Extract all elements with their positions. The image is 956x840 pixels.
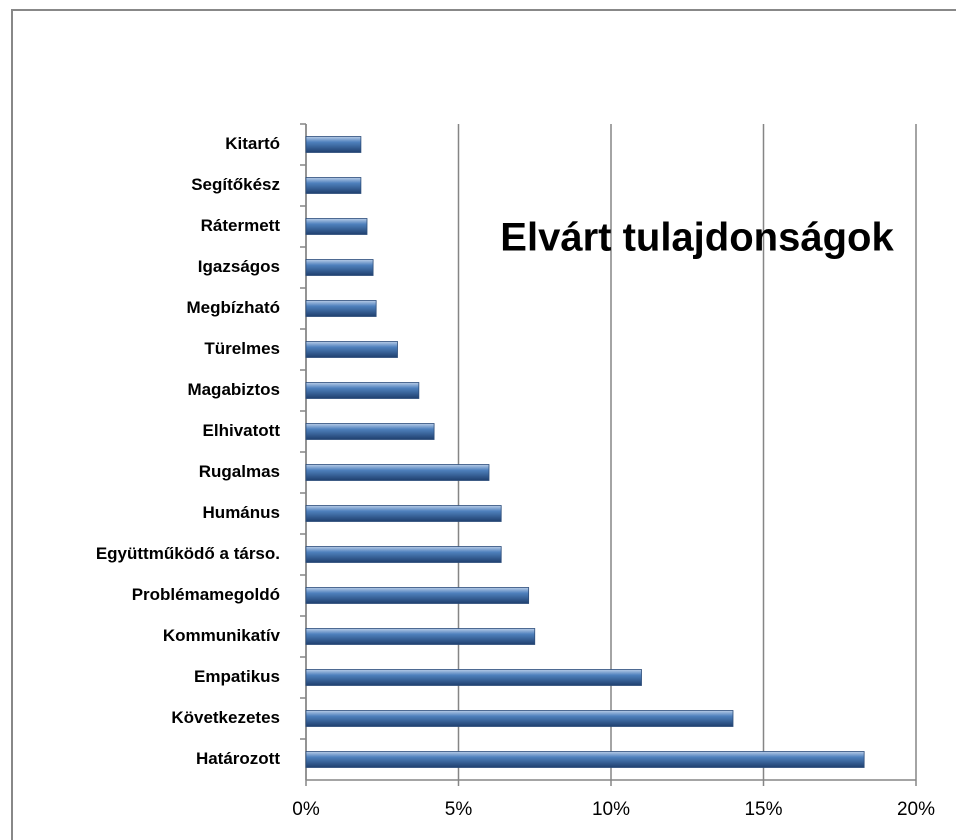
bar [305, 341, 398, 358]
y-tick-label: Elhivatott [203, 421, 281, 440]
x-tick-label: 20% [897, 799, 935, 820]
y-tick-label: Igazságos [198, 257, 280, 276]
x-tick-label: 5% [445, 799, 473, 820]
y-tick-label: Problémamegoldó [132, 585, 280, 604]
bar [305, 136, 362, 153]
x-tick-label: 10% [592, 799, 630, 820]
y-tick-label: Kitartó [225, 134, 280, 153]
bar [305, 382, 420, 399]
bar [305, 587, 530, 604]
bar [305, 669, 642, 686]
y-tick-label: Magabiztos [187, 380, 280, 399]
x-tick-label: 0% [292, 799, 320, 820]
y-tick-label: Rugalmas [199, 462, 280, 481]
bar [305, 300, 377, 317]
bar [305, 177, 362, 194]
bar [305, 423, 435, 440]
x-tick-label: 15% [744, 799, 782, 820]
bar [305, 505, 502, 522]
y-tick-label: Határozott [196, 749, 280, 768]
bar [305, 259, 374, 276]
bar [305, 628, 536, 645]
y-tick-label: Segítőkész [191, 175, 280, 194]
y-tick-label: Következetes [171, 708, 280, 727]
bar [305, 710, 734, 727]
bar [305, 218, 368, 235]
y-tick-label: Türelmes [204, 339, 280, 358]
bar [305, 751, 865, 768]
y-tick-label: Megbízható [187, 298, 281, 317]
chart-title: Elvárt tulajdonságok [500, 216, 894, 260]
y-tick-label: Együttműködő a társo. [96, 544, 280, 563]
y-tick-label: Empatikus [194, 667, 280, 686]
y-tick-label: Humánus [203, 503, 280, 522]
bar [305, 464, 490, 481]
y-tick-label: Rátermett [201, 216, 281, 235]
y-tick-label: Kommunikatív [163, 626, 281, 645]
chart-frame [11, 9, 956, 840]
bar [305, 546, 502, 563]
